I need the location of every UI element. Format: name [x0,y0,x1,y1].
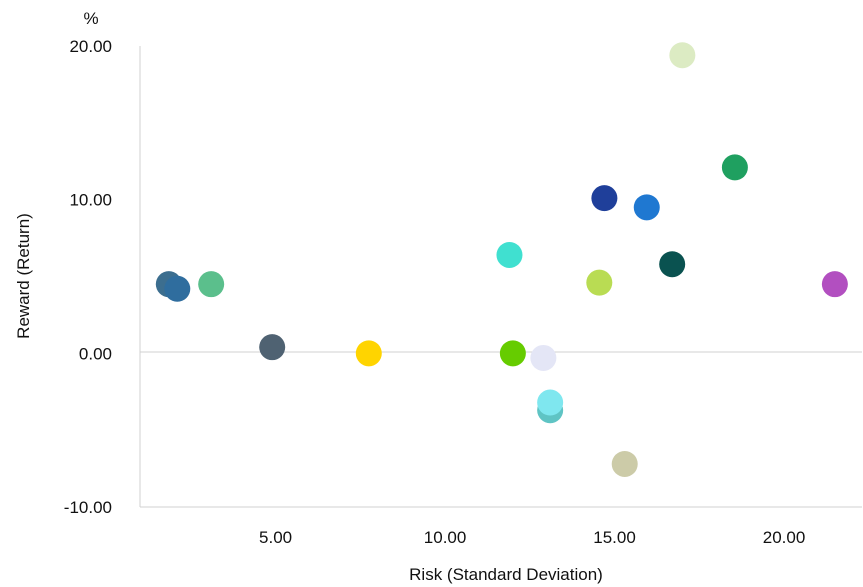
data-point [611,450,638,477]
x-tick-label: 5.00 [259,528,292,547]
y-tick-label: 20.00 [69,37,112,56]
y-axis-title: Reward (Return) [14,213,33,339]
data-point [530,344,557,371]
data-point [164,275,191,302]
data-point [259,334,286,361]
data-point [633,194,660,221]
data-point [355,340,382,367]
y-tick-labels: 20.00 10.00 0.00 -10.00 [64,37,112,517]
data-point [537,389,564,416]
x-axis-title: Risk (Standard Deviation) [409,565,603,584]
y-unit-label: % [83,9,98,28]
data-point [669,42,696,69]
data-point [496,241,523,268]
x-tick-labels: 5.00 10.00 15.00 20.00 [259,528,805,547]
data-point [659,251,686,278]
y-tick-label: 0.00 [79,344,112,363]
data-point [591,185,618,212]
data-points [155,42,848,477]
x-tick-label: 15.00 [593,528,636,547]
data-point [499,340,526,367]
data-point [586,269,613,296]
x-tick-label: 10.00 [424,528,467,547]
y-tick-label: -10.00 [64,498,112,517]
y-tick-label: 10.00 [69,191,112,210]
x-tick-label: 20.00 [763,528,806,547]
data-point [721,154,748,181]
data-point [821,271,848,298]
data-point [198,271,225,298]
